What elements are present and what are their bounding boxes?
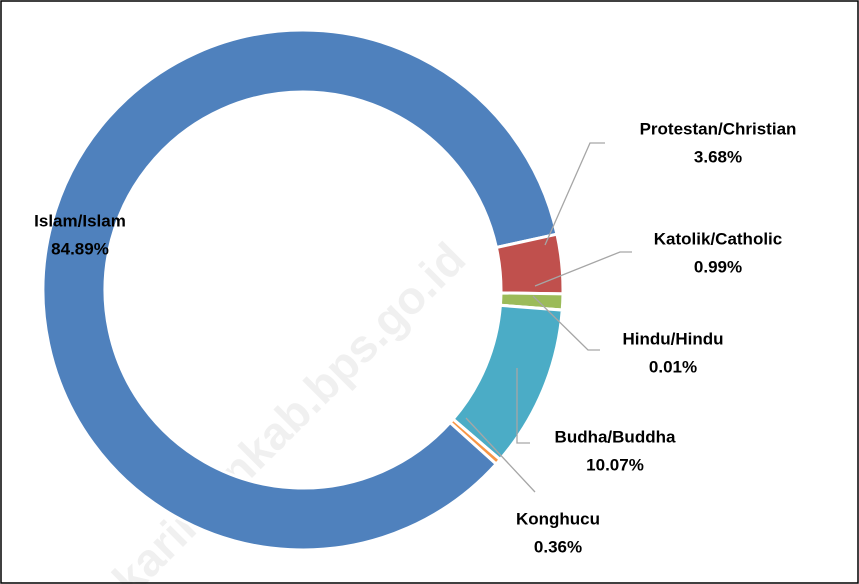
donut-slice	[41, 28, 559, 552]
leader-line	[534, 251, 632, 287]
leader-line	[532, 295, 600, 351]
slice-value-label: 84.89%	[51, 239, 109, 258]
slice-value-label: 0.01%	[649, 357, 697, 376]
leader-line	[465, 417, 536, 493]
slice-label: Islam/Islam	[34, 211, 126, 230]
leader-line	[516, 368, 530, 444]
slice-label: Katolik/Catholic	[654, 229, 782, 248]
slice-value-label: 10.07%	[586, 455, 644, 474]
slice-label: Protestan/Christian	[640, 119, 797, 138]
leader-line	[544, 142, 605, 246]
donut-slice	[448, 417, 503, 467]
slice-value-label: 0.99%	[694, 257, 742, 276]
slice-value-label: 3.68%	[694, 147, 742, 166]
slice-label: Hindu/Hindu	[622, 329, 723, 348]
slice-label: Budha/Buddha	[555, 427, 676, 446]
slice-label: Konghucu	[516, 509, 600, 528]
slice-value-label: 0.36%	[534, 537, 582, 556]
